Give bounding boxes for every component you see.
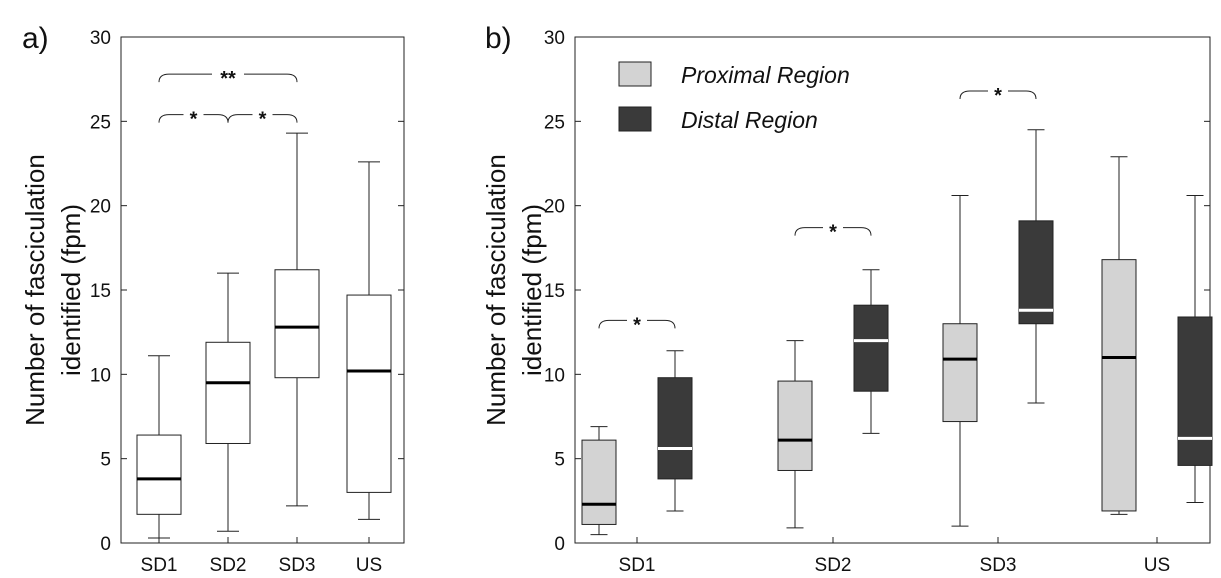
bracket-right [272, 114, 298, 123]
y-tick-label: 20 [544, 197, 565, 218]
box-sd1-proximal [581, 426, 617, 536]
bracket-right [244, 73, 298, 83]
y-tick-label: 5 [554, 450, 565, 471]
chart-panel-b: 0 5 10 15 20 25 30 SD1 SD2 SD3 US b) Number of fasci… [481, 22, 1213, 576]
y-axis-label-line2: identified (fpm) [56, 204, 86, 376]
box-sd3 [274, 132, 320, 507]
y-tick-label: 10 [544, 365, 565, 386]
legend-label: Proximal Region [681, 62, 850, 88]
y-tick-label: 30 [544, 28, 565, 49]
panel-label: b) [485, 22, 512, 55]
x-tick-label: SD2 [815, 555, 852, 576]
box-sd3-distal [1018, 129, 1054, 404]
box-sd2-proximal [777, 340, 813, 529]
y-tick-label: 0 [554, 534, 565, 555]
significance-bracket: ** [158, 68, 298, 90]
significance-label: * [994, 85, 1002, 107]
panel-label: a) [22, 22, 49, 55]
bracket-left [158, 114, 184, 123]
significance-bracket: * [158, 109, 229, 131]
bracket-right [203, 114, 229, 123]
legend-swatch [618, 106, 652, 132]
x-tick-label: SD1 [141, 555, 178, 576]
box-body [1018, 220, 1054, 325]
y-tick-label: 15 [544, 281, 565, 302]
bracket-left [227, 114, 253, 123]
significance-bracket: * [227, 109, 298, 131]
x-tick-label: US [356, 555, 382, 576]
x-tick-label: SD3 [980, 555, 1017, 576]
box-body [136, 434, 182, 515]
y-axis-label-line1: Number of fasciculation [20, 154, 50, 426]
box-us-distal [1177, 195, 1213, 504]
significance-bracket: * [598, 314, 676, 336]
significance-label: * [259, 109, 267, 131]
box-sd3-proximal [942, 195, 978, 527]
box-sd2 [205, 272, 251, 532]
box-body [274, 269, 320, 379]
y-tick-label: 20 [90, 197, 111, 218]
bracket-right [647, 319, 676, 329]
legend-label: Distal Region [681, 107, 818, 133]
y-tick-label: 25 [544, 112, 565, 133]
x-tick-label: SD1 [619, 555, 656, 576]
box-body [657, 377, 693, 480]
y-axis-label-line1: Number of fasciculation [481, 154, 511, 426]
box-us [346, 161, 392, 520]
y-tick-label: 0 [100, 534, 111, 555]
box-body [346, 294, 392, 493]
significance-bracket: * [959, 85, 1037, 107]
box-body [1177, 316, 1213, 466]
y-tick-label: 15 [90, 281, 111, 302]
significance-label: * [190, 109, 198, 131]
box-sd1 [136, 355, 182, 539]
x-tick-label: US [1144, 555, 1170, 576]
bracket-left [598, 319, 627, 329]
bracket-right [1008, 90, 1037, 99]
y-axis-label-line2: identified (fpm) [517, 204, 547, 376]
x-tick-label: SD2 [210, 555, 247, 576]
box-body [205, 341, 251, 444]
box-us-proximal [1101, 156, 1137, 515]
y-tick-label: 25 [90, 112, 111, 133]
y-tick-label: 5 [100, 450, 111, 471]
y-tick-label: 10 [90, 365, 111, 386]
box-sd2-distal [853, 269, 889, 434]
x-tick-label: SD3 [279, 555, 316, 576]
box-body [853, 304, 889, 392]
box-body [1101, 259, 1137, 512]
significance-label: * [633, 314, 641, 336]
box-body [777, 380, 813, 471]
box-body [942, 323, 978, 423]
legend-swatch [618, 61, 652, 87]
box-body [581, 439, 617, 525]
significance-label: * [829, 222, 837, 244]
legend: Proximal Region Distal Region [618, 61, 850, 133]
bracket-right [843, 227, 872, 236]
significance-bracket: * [794, 222, 872, 244]
box-sd1-distal [657, 350, 693, 512]
bracket-left [158, 73, 212, 83]
y-tick-label: 30 [90, 28, 111, 49]
significance-label: ** [220, 68, 236, 90]
bracket-left [959, 90, 988, 99]
chart-panel-a: 0 5 10 15 20 25 30 SD1 SD2 SD3 US a) Number of fasci… [20, 22, 405, 576]
bracket-left [794, 227, 823, 236]
